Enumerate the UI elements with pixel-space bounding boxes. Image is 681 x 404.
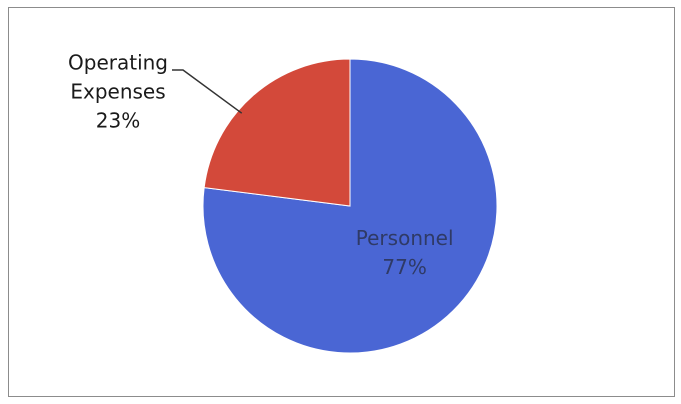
pie-slice-1 — [203, 58, 351, 207]
slice-label-1-line-1: Expenses — [70, 80, 165, 104]
leader-line-1 — [172, 69, 243, 114]
slice-label-0-line-0: Personnel — [356, 226, 454, 250]
pie-slices — [202, 58, 498, 354]
leader-lines — [172, 69, 243, 114]
slice-label-1-line-0: Operating — [68, 51, 168, 75]
slice-percent-label-1: 23% — [96, 109, 140, 133]
slice-labels: Personnel 77% Operating Expenses 23% — [68, 51, 454, 279]
slice-percent-label-0: 77% — [382, 255, 426, 279]
